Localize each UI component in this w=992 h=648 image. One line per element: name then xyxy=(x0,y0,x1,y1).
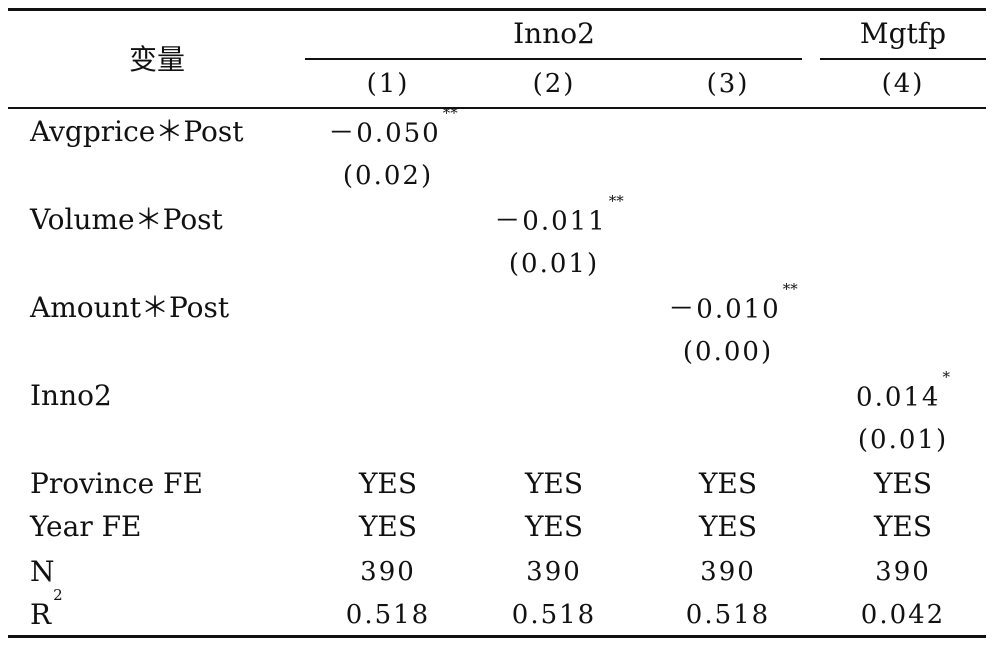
significance-stars: ** xyxy=(782,280,798,298)
year-fe-col-4: YES xyxy=(873,510,933,543)
se-inno2: (0.01) xyxy=(857,425,949,455)
regression-table: 变量 Inno2 Mgtfp (1) (2) (3) (4) Avgprice＊… xyxy=(8,8,986,638)
province-fe-col-1: YES xyxy=(358,467,418,500)
se-avgprice-post: (0.02) xyxy=(342,161,434,191)
row-label-volume-post: Volume＊Post xyxy=(30,203,223,236)
province-fe-col-3: YES xyxy=(698,467,758,500)
row-label-n: N xyxy=(30,555,55,588)
row-label-year-fe: Year FE xyxy=(30,510,142,543)
se-amount-post: (0.00) xyxy=(682,337,774,367)
r2-col-2: 0.518 xyxy=(511,600,597,630)
year-fe-col-1: YES xyxy=(358,510,418,543)
header-group-mgtfp: Mgtfp xyxy=(859,17,947,50)
row-label-avgprice-post: Avgprice＊Post xyxy=(30,115,244,148)
inno2-span-rule xyxy=(305,58,802,60)
top-rule xyxy=(8,8,986,11)
header-col-2: (2) xyxy=(532,69,576,99)
row-label-amount-post: Amount＊Post xyxy=(30,291,230,324)
province-fe-col-2: YES xyxy=(524,467,584,500)
n-col-3: 390 xyxy=(700,557,756,587)
significance-stars: * xyxy=(942,368,950,386)
n-col-1: 390 xyxy=(360,557,416,587)
se-volume-post: (0.01) xyxy=(508,249,600,279)
coef-volume-post: －0.011** xyxy=(494,192,624,237)
n-col-4: 390 xyxy=(875,557,931,587)
r-squared-superscript: 2 xyxy=(53,585,63,604)
significance-stars: ** xyxy=(608,192,624,210)
coef-amount-post: －0.010** xyxy=(668,280,798,325)
year-fe-col-3: YES xyxy=(698,510,758,543)
r2-col-1: 0.518 xyxy=(345,600,431,630)
header-col-4: (4) xyxy=(881,69,925,99)
row-label-r-squared: R2 xyxy=(30,585,63,631)
header-col-1: (1) xyxy=(366,69,410,99)
province-fe-col-4: YES xyxy=(873,467,933,500)
bottom-rule xyxy=(8,635,986,638)
n-col-2: 390 xyxy=(526,557,582,587)
coef-inno2: 0.014* xyxy=(856,368,950,413)
header-rule xyxy=(8,107,986,109)
row-label-inno2: Inno2 xyxy=(30,379,112,412)
significance-stars: ** xyxy=(442,104,458,122)
r2-col-4: 0.042 xyxy=(860,600,946,630)
row-label-province-fe: Province FE xyxy=(30,467,203,500)
header-group-inno2: Inno2 xyxy=(513,17,595,50)
coef-avgprice-post: －0.050** xyxy=(328,104,458,149)
year-fe-col-2: YES xyxy=(524,510,584,543)
r2-col-3: 0.518 xyxy=(685,600,771,630)
header-variable: 变量 xyxy=(128,43,186,76)
mgtfp-span-rule xyxy=(820,58,986,60)
header-col-3: (3) xyxy=(706,69,750,99)
